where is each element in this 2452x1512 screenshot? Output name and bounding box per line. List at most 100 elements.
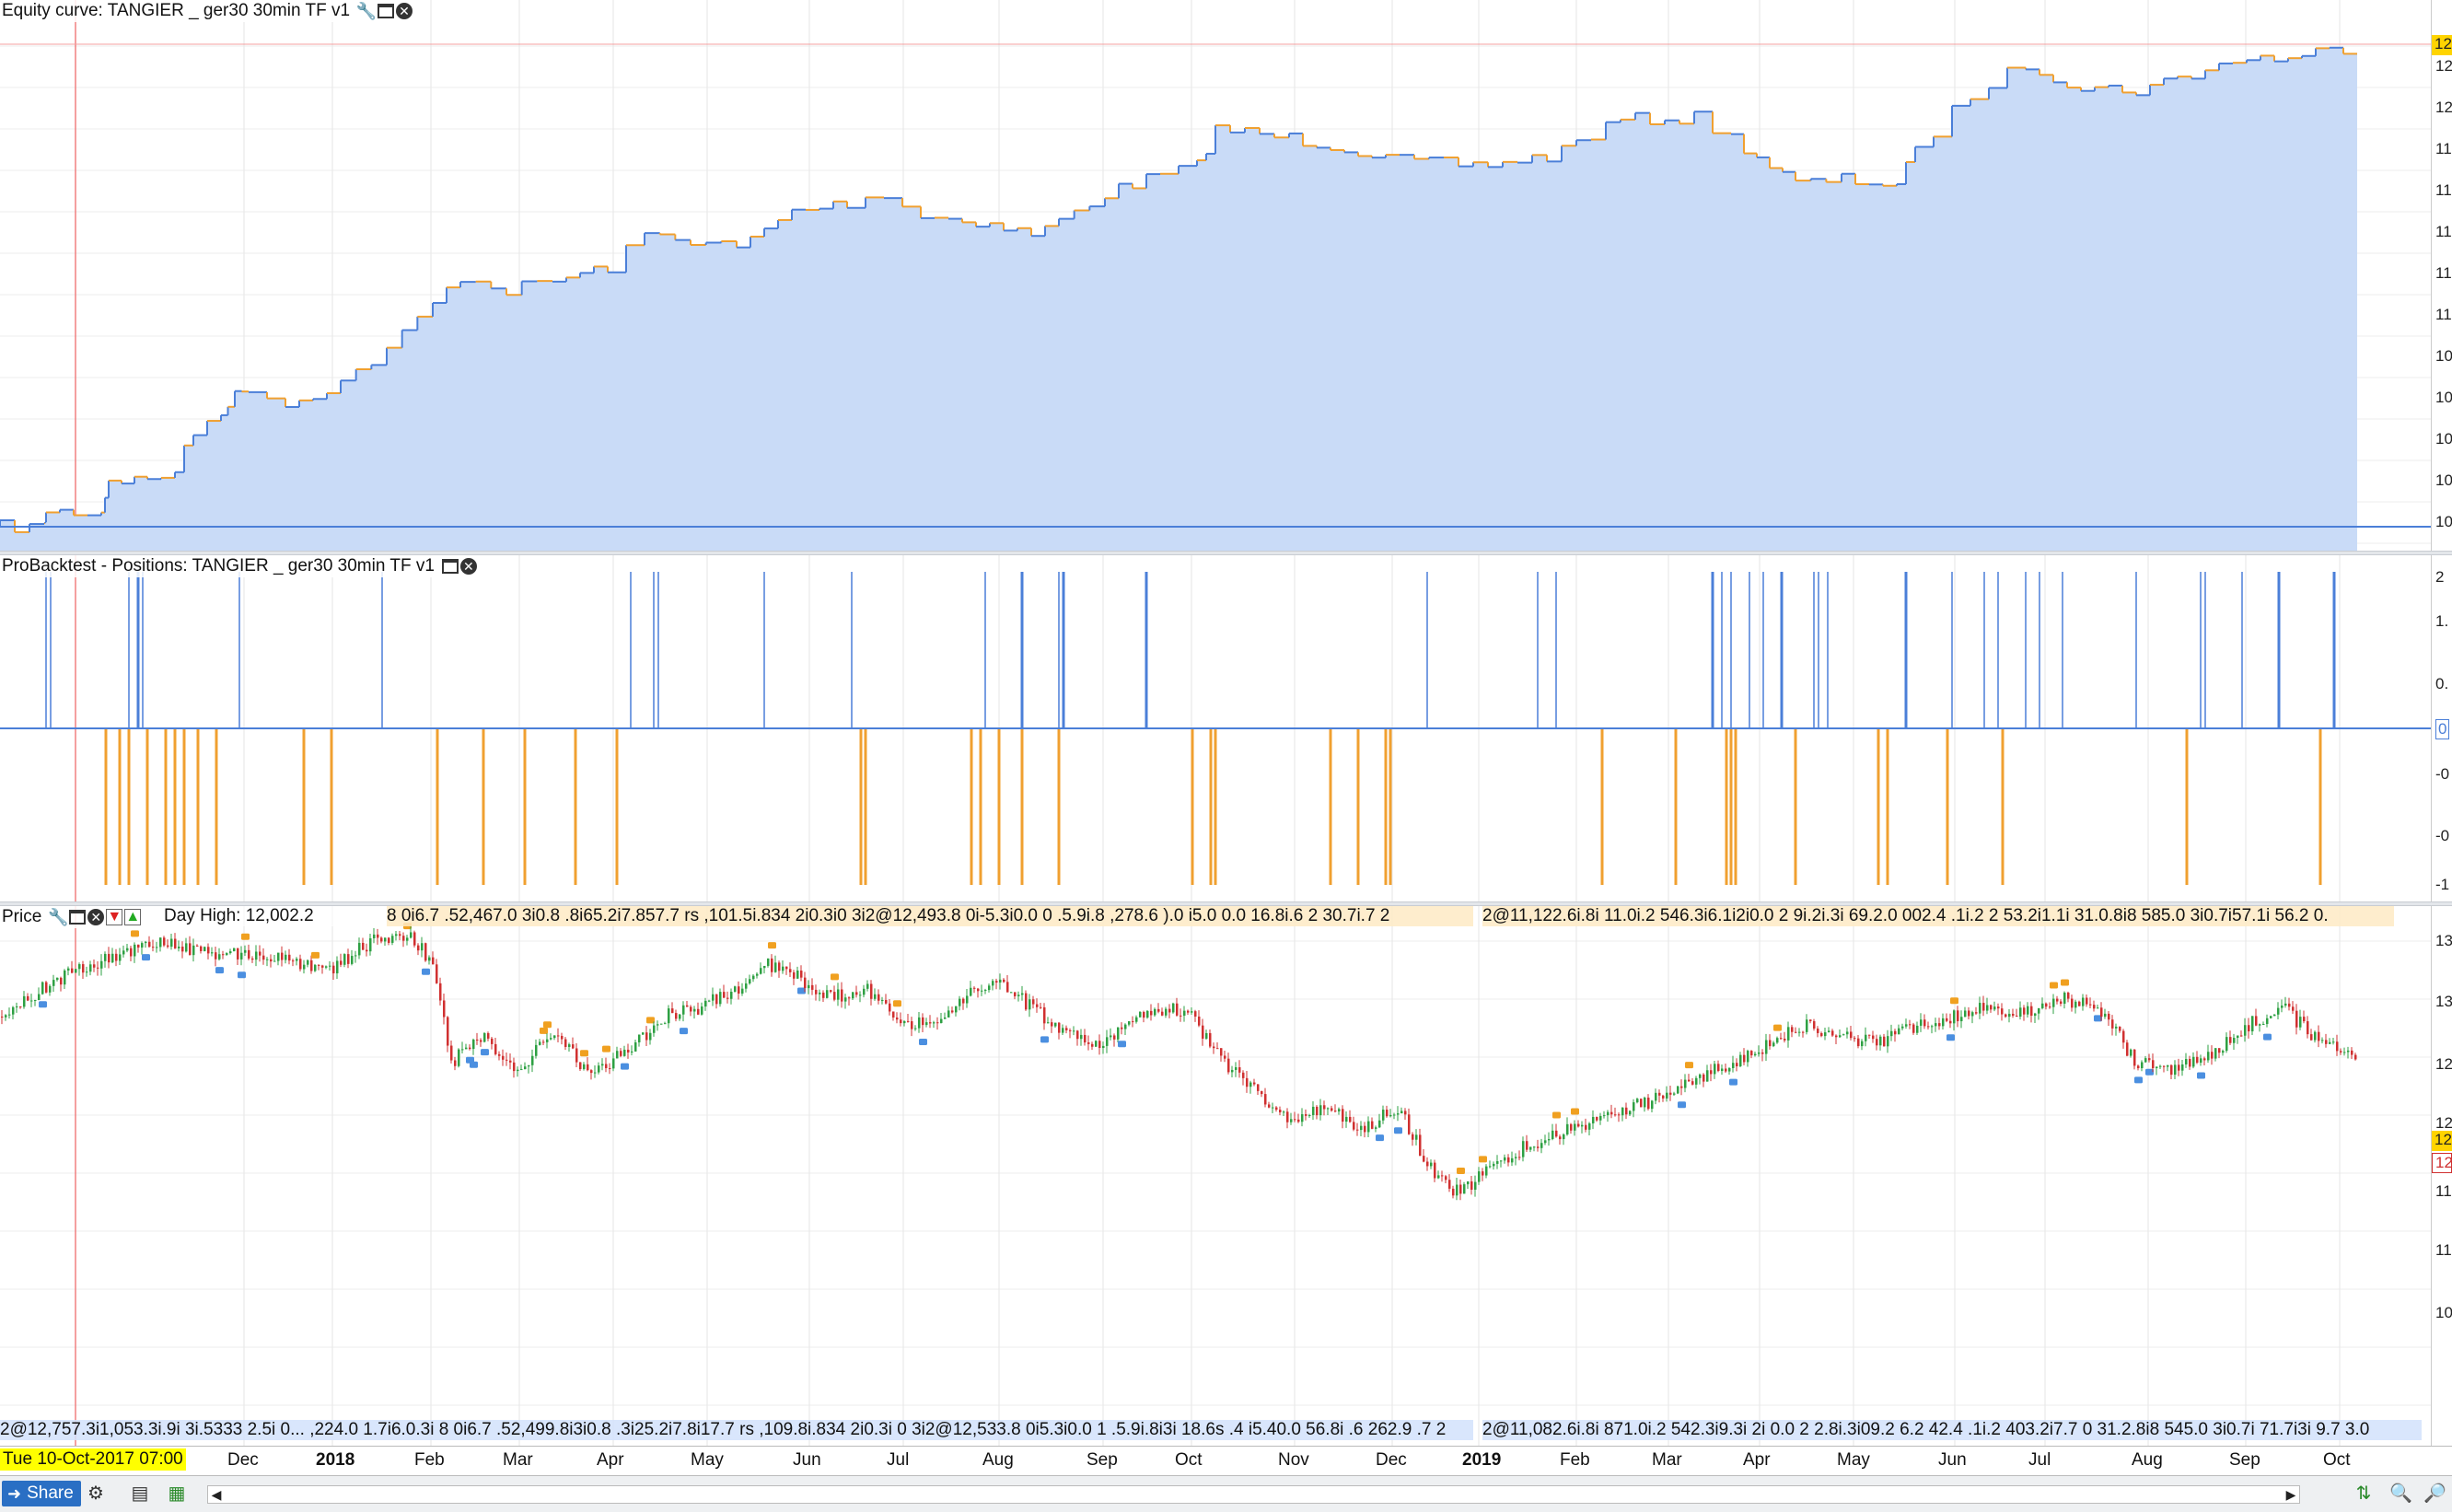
candle-body [1283,1111,1285,1113]
long-entry-marker [1118,1041,1126,1048]
candle-body [2093,1005,2096,1009]
close-icon[interactable]: ✕ [459,558,477,575]
candle-body [2307,1021,2309,1035]
candle-body [653,1025,656,1033]
candle-body [1194,1011,1197,1017]
list-icon[interactable]: ▤ [131,1483,149,1504]
month-label: Mar [503,1450,533,1470]
candle-body [424,943,427,961]
candle-body [64,970,66,985]
time-axis[interactable]: Tue 10-Oct-2017 07:00 Dec 2018 Feb Mar Apr Ma… [0,1446,2452,1474]
candle-body [369,937,372,952]
candle-body [491,1038,494,1044]
candle-body [450,1045,453,1061]
time-scrollbar[interactable]: ◀ ▶ [207,1485,2300,1504]
candle-body [480,1040,482,1042]
candle-body [2248,1025,2250,1032]
long-entry-marker [481,1049,489,1056]
candle-body [1537,1146,1540,1148]
positions-chart [0,555,2432,901]
trade-labels-bottom: 2@12,757.3i1,053.3i.9i 3i.5333 2.5i 0...… [0,1420,1473,1440]
candle-body [1198,1016,1201,1026]
month-label: 2019 [1462,1450,1502,1470]
candle-body [1216,1048,1219,1050]
candle-body [1003,979,1005,983]
zoom-out-icon[interactable]: 🔎 [2423,1483,2446,1504]
candle-body [417,945,420,951]
axis-tick-label: 12 [2435,1114,2452,1132]
candle-body [1655,1092,1657,1101]
candle-body [844,997,847,1002]
candle-body [1146,1010,1149,1018]
candle-body [1559,1136,1562,1140]
wrench-icon[interactable]: 🔧 [48,908,69,926]
candle-body [572,1044,575,1049]
candle-body [2214,1048,2217,1059]
chart-type-icon[interactable]: ▦ [168,1483,186,1504]
candle-body [196,945,199,947]
settings-icon[interactable]: ⚙ [87,1483,104,1504]
candle-body [1006,982,1009,993]
month-label: Jul [2028,1450,2051,1470]
candle-body [277,952,280,961]
candle-body [288,954,291,961]
candle-body [1529,1146,1532,1150]
wrench-icon[interactable]: 🔧 [355,2,378,20]
arrow-down-icon[interactable]: ▼ [106,909,123,925]
candle-body [1389,1114,1392,1117]
candle-body [623,1049,626,1056]
candle-body [550,1038,552,1040]
close-icon[interactable]: ✕ [396,3,413,19]
window-icon[interactable] [69,910,87,925]
price-panel: Price 🔧 ✕ ▼ ▲ Day High: 12,002.2 8 0i6.7… [0,906,2452,1446]
window-icon[interactable] [378,4,395,18]
candle-body [2005,1014,2007,1018]
panel-divider[interactable] [0,901,2452,906]
candle-body [837,989,840,1000]
candle-body [45,982,48,993]
candle-body [1691,1081,1694,1085]
panel-divider[interactable] [0,551,2452,555]
candle-body [524,1066,527,1070]
candle-body [605,1064,608,1069]
candle-body [833,992,836,1000]
candle-body [170,938,173,948]
scroll-left-icon[interactable]: ◀ [211,1487,222,1502]
candle-body [1949,1020,1952,1024]
candle-body [2225,1037,2228,1052]
window-icon[interactable] [441,559,459,574]
arrow-up-icon[interactable]: ▲ [124,909,142,925]
candle-body [2211,1052,2214,1059]
candle-body [1725,1068,1727,1072]
positions-axis[interactable]: 2 1. 0. 0 -0 -0 -1 [2431,555,2452,901]
candle-body [1905,1024,1908,1027]
candle-body [568,1044,571,1047]
candle-body [1327,1108,1330,1110]
candle-body [487,1033,490,1039]
candle-body [881,999,884,1001]
candle-body [494,1043,497,1054]
scroll-right-icon[interactable]: ▶ [2285,1487,2296,1502]
axis-tick-label: 11 [2435,1182,2452,1200]
candle-body [1618,1114,1621,1116]
candle-body [2027,1006,2029,1015]
candle-body [778,962,781,971]
candle-body [130,948,133,957]
equity-price-axis[interactable]: 12 12 11 11 11 11 11 10 10 10 10 10 12 [2431,0,2452,551]
month-label: Sep [1087,1450,1118,1470]
candle-body [1629,1111,1632,1115]
candle-body [2086,997,2088,1005]
price-axis[interactable]: 13 13 12 12 11 11 10 12 12 [2431,906,2452,1446]
candle-body [594,1072,597,1074]
close-icon[interactable]: ✕ [87,909,105,925]
share-button[interactable]: ➜ Share [2,1481,81,1506]
candle-body [336,960,339,974]
month-label: Apr [597,1450,624,1470]
fit-icon[interactable]: ⇅ [2355,1483,2372,1504]
candle-body [1710,1070,1713,1075]
candle-body [701,1006,703,1015]
candle-body [745,983,748,989]
trade-labels-top-text-2: 2@11,122.6i.8i 11.0i.2 546.3i6.1i2i0.0 2… [1482,906,2329,925]
candle-body [2074,1001,2077,1008]
zoom-in-icon[interactable]: 🔍 [2389,1483,2412,1504]
